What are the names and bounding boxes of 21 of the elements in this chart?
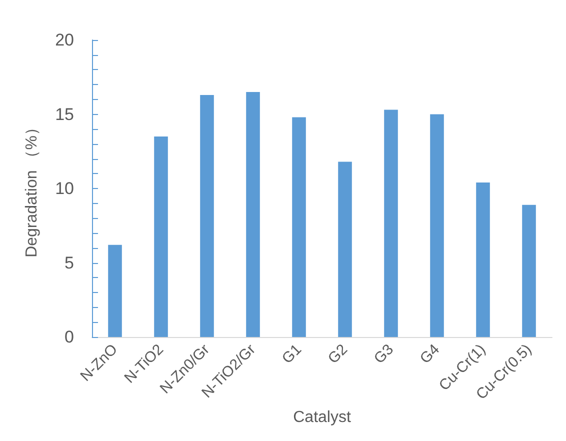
y-tick-label: 10: [55, 179, 74, 198]
y-tick-label: 15: [55, 104, 74, 124]
bar: [154, 136, 168, 337]
bar: [338, 162, 352, 337]
bar: [476, 182, 490, 337]
x-tick-label: G2: [324, 340, 352, 368]
bar: [522, 204, 536, 337]
bar: [200, 94, 214, 337]
y-tick-label: 0: [64, 328, 74, 346]
bar: [430, 114, 444, 337]
y-tick-label: 5: [64, 253, 74, 272]
x-tick-label: G1: [278, 340, 306, 368]
y-tick-label: 20: [55, 30, 74, 50]
y-axis-title: Degradation （%）: [24, 120, 40, 258]
bar: [108, 244, 122, 337]
x-axis-title: Catalyst: [293, 408, 352, 426]
bar: [292, 117, 306, 337]
x-tick-label: G4: [416, 340, 444, 368]
bar: [384, 110, 398, 337]
x-tick-label: G3: [370, 340, 398, 368]
bar: [246, 92, 260, 337]
